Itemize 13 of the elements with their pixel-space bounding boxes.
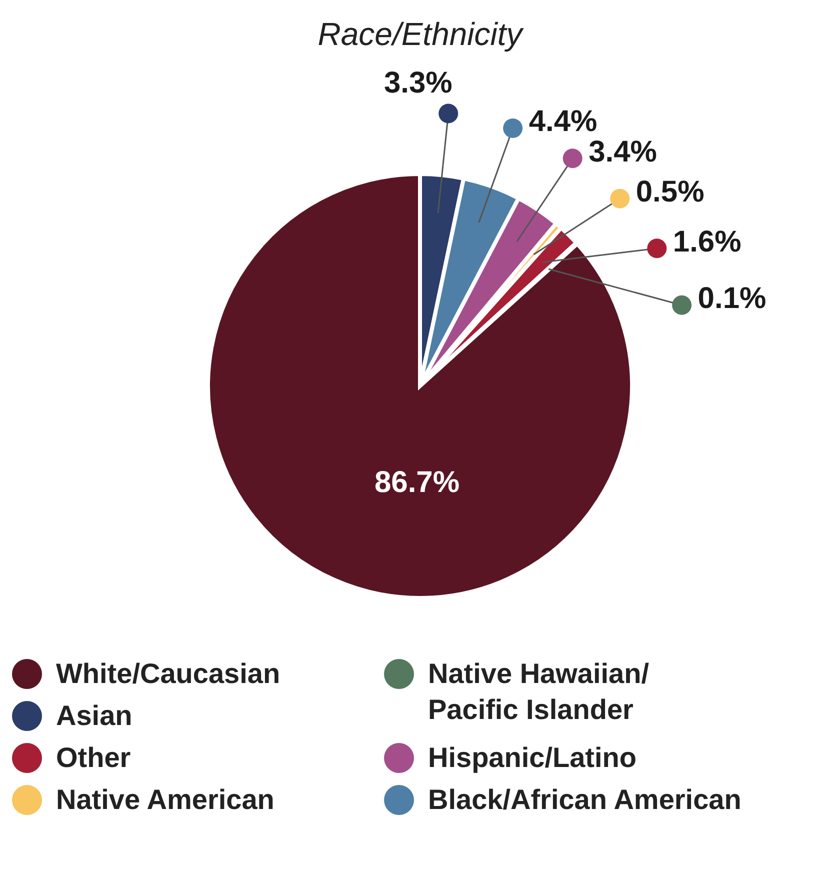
legend-label: Other <box>56 741 131 775</box>
legend-label: Native American <box>56 783 274 817</box>
data-label: 1.6% <box>672 225 742 258</box>
legend-label: Hispanic/Latino <box>428 741 636 775</box>
data-label: 0.5% <box>636 176 704 209</box>
data-label: 0.1% <box>698 282 766 316</box>
legend-label: Asian <box>56 699 132 733</box>
data-label: 3.3% <box>384 66 452 100</box>
legend-label: Native Hawaiian/Pacific Islander <box>428 657 650 727</box>
legend-label: White/Caucasian <box>56 657 280 691</box>
legend-label: Black/African American <box>428 783 742 817</box>
data-label: 86.7% <box>374 466 460 499</box>
chart-title: Race/Ethnicity <box>318 16 524 52</box>
